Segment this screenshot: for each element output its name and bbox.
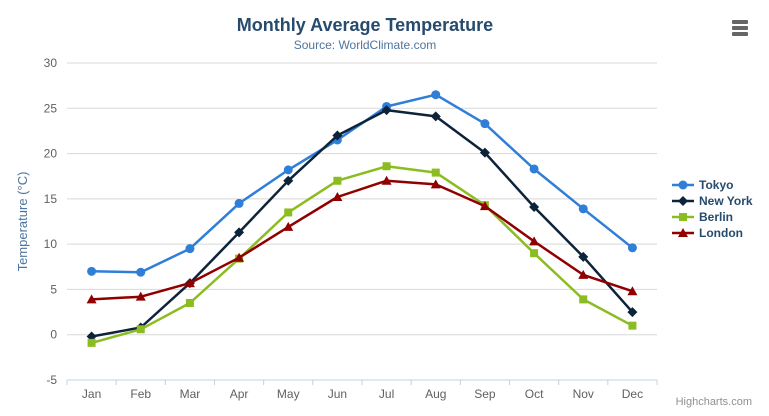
data-point-marker [578,251,589,262]
data-point-marker [332,130,343,141]
data-point-marker [283,165,293,175]
y-axis-label: 0 [50,328,57,342]
data-point-marker [678,228,688,237]
series-line-london [91,179,633,301]
data-point-marker [679,213,687,221]
x-axis-label: Feb [130,387,151,401]
data-point-marker [234,252,245,262]
data-point-marker [479,201,490,211]
data-point-marker [284,208,293,217]
x-axis-label: Nov [573,387,594,401]
legend-label-new-york: New York [699,194,753,208]
x-axis-label: Jun [328,387,347,401]
series-london [86,175,638,304]
chart-menu-button[interactable] [728,16,752,40]
data-point-marker [184,278,195,288]
data-point-marker [479,147,490,158]
x-axis-label: Apr [230,387,249,401]
data-point-marker [185,244,195,254]
x-axis-label: Mar [180,387,201,401]
x-axis-label: Aug [425,387,446,401]
data-point-marker [529,202,540,213]
y-axis-label: 20 [44,147,58,161]
x-axis-label: May [277,387,300,401]
data-point-marker [627,243,637,253]
data-point-marker [333,176,342,185]
x-axis-label: Sep [474,387,496,401]
data-point-marker [332,192,343,202]
data-point-marker [530,249,539,258]
data-point-marker [283,175,294,186]
data-point-marker [382,162,391,171]
legend-item-tokyo[interactable]: Tokyo [672,177,753,193]
y-axis-label: 10 [44,237,58,251]
legend-item-new-york[interactable]: New York [672,193,753,209]
data-point-marker [135,291,146,301]
chart-subtitle: Source: WorldClimate.com [293,38,437,52]
data-point-marker [678,196,688,206]
data-point-marker [87,266,97,276]
data-point-marker [578,269,589,279]
data-point-marker [627,286,638,296]
y-axis-label: 5 [50,282,57,296]
series-tokyo [87,90,637,277]
data-point-marker [86,294,97,304]
data-point-marker [579,295,588,304]
series-berlin [87,162,637,347]
series-new-york [86,105,638,342]
data-point-marker [136,267,146,277]
data-point-marker [430,179,441,189]
legend: Tokyo New York Berlin London [672,177,753,241]
x-axis-label: Dec [622,387,643,401]
data-point-marker [234,227,245,238]
series-line-new-york [91,108,634,338]
series-line-tokyo [91,93,634,274]
data-point-marker [283,221,294,231]
x-axis-label: Jul [379,387,394,401]
legend-marker-diamond-icon [672,196,694,206]
chart-title: Monthly Average Temperature [236,15,494,35]
data-point-marker [185,299,194,308]
data-point-marker [480,119,490,129]
series-line-berlin [91,165,633,345]
hamburger-icon [732,26,748,30]
data-point-marker [381,175,392,185]
y-axis-label: 30 [44,56,58,70]
data-point-marker [234,198,244,208]
data-point-marker [678,180,688,190]
y-axis-label: -5 [46,373,57,387]
x-axis-label: Oct [525,387,544,401]
data-point-marker [628,321,637,330]
data-point-marker [529,164,539,174]
hamburger-icon [732,32,748,36]
data-point-marker [627,307,638,318]
legend-label-berlin: Berlin [699,210,734,224]
highcharts-credit-link[interactable]: Highcharts.com [675,396,752,408]
data-point-marker [431,90,441,100]
y-axis-title: Temperature (°C) [15,172,30,272]
data-point-marker [381,105,392,116]
legend-item-berlin[interactable]: Berlin [672,209,753,225]
data-point-marker [431,168,440,177]
y-axis-label: 25 [44,101,58,115]
data-point-marker [578,204,588,214]
data-point-marker [136,325,145,334]
legend-marker-square-icon [672,213,694,221]
hamburger-icon [732,20,748,24]
legend-label-london: London [699,226,743,240]
legend-item-london[interactable]: London [672,225,753,241]
y-axis-label: 15 [44,192,58,206]
data-point-marker [529,236,540,246]
data-point-marker [87,338,96,347]
data-point-marker [430,111,441,122]
x-axis-label: Jan [82,387,101,401]
legend-marker-triangle-icon [672,228,694,237]
legend-label-tokyo: Tokyo [699,178,734,192]
legend-marker-circle-icon [672,180,694,190]
